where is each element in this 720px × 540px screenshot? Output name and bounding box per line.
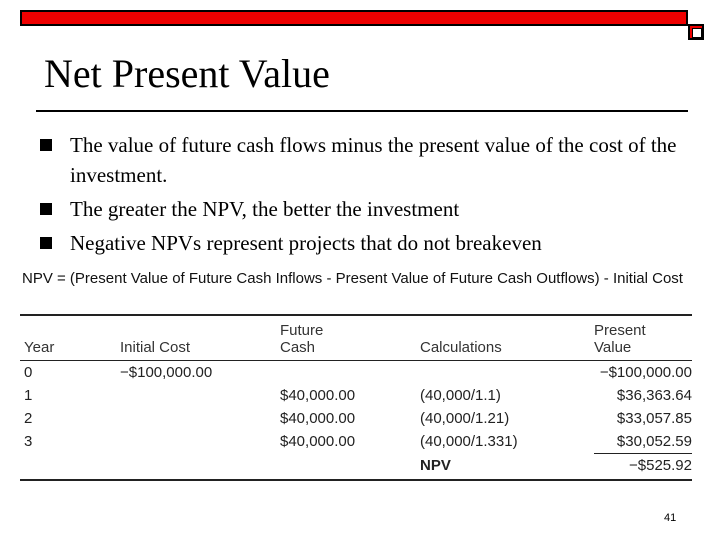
cell-calculations: (40,000/1.1)	[420, 387, 501, 404]
square-bullet-icon	[40, 139, 52, 151]
cell-future-cash: $40,000.00	[280, 410, 356, 427]
cell-present-value: $33,057.85	[616, 410, 692, 427]
square-bullet-icon	[40, 203, 52, 215]
table-row: 0 −$100,000.00 −$100,000.00	[20, 361, 692, 384]
cell-future-cash: $40,000.00	[280, 433, 356, 450]
table-row: 3 $40,000.00 (40,000/1.331) $30,052.59	[20, 430, 692, 453]
npv-sum-rule	[594, 453, 692, 454]
bullet-text: Negative NPVs represent projects that do…	[70, 231, 542, 255]
cell-present-value: −$100,000.00	[599, 364, 692, 381]
page-number: 41	[664, 512, 677, 524]
cell-year: 3	[24, 433, 33, 450]
square-bullet-icon	[40, 237, 52, 249]
table-header-rule	[20, 360, 692, 361]
cell-calculations: (40,000/1.331)	[420, 433, 518, 450]
bullet-text: The greater the NPV, the better the inve…	[70, 197, 460, 221]
bullet-item: The value of future cash flows minus the…	[38, 130, 678, 190]
bullet-text: The value of future cash flows minus the…	[70, 133, 677, 187]
table-row: 2 $40,000.00 (40,000/1.21) $33,057.85	[20, 407, 692, 430]
slide-title: Net Present Value	[44, 51, 330, 96]
cell-present-value: $36,363.64	[616, 387, 692, 404]
header-calculations: Calculations	[420, 339, 502, 356]
header-year: Year	[24, 339, 55, 356]
table-top-rule	[20, 314, 692, 316]
cell-calculations: (40,000/1.21)	[420, 410, 510, 427]
cell-year: 1	[24, 387, 33, 404]
corner-accent-box	[688, 24, 704, 40]
table-bottom-rule	[20, 479, 692, 481]
cell-present-value: $30,052.59	[616, 433, 692, 450]
cell-initial-cost: −$100,000.00	[120, 364, 213, 381]
title-underline	[36, 110, 688, 112]
npv-table: Year Initial Cost Future Cash Calculatio…	[20, 314, 692, 481]
npv-label: NPV	[420, 457, 451, 474]
cell-future-cash: $40,000.00	[280, 387, 356, 404]
cell-year: 0	[24, 364, 33, 381]
bullet-item: Negative NPVs represent projects that do…	[38, 228, 678, 258]
header-future-cash: Future Cash	[280, 322, 324, 356]
header-present-value: Present Value	[594, 322, 646, 356]
bullet-item: The greater the NPV, the better the inve…	[38, 194, 678, 224]
npv-formula: NPV = (Present Value of Future Cash Infl…	[22, 270, 683, 287]
npv-value: −$525.92	[629, 457, 692, 474]
top-accent-bar	[20, 10, 688, 26]
cell-year: 2	[24, 410, 33, 427]
bullet-list: The value of future cash flows minus the…	[38, 130, 678, 262]
table-row: 1 $40,000.00 (40,000/1.1) $36,363.64	[20, 384, 692, 407]
header-initial-cost: Initial Cost	[120, 339, 191, 356]
npv-total-row: NPV −$525.92	[20, 453, 692, 479]
table-header-row: Year Initial Cost Future Cash Calculatio…	[20, 316, 692, 360]
